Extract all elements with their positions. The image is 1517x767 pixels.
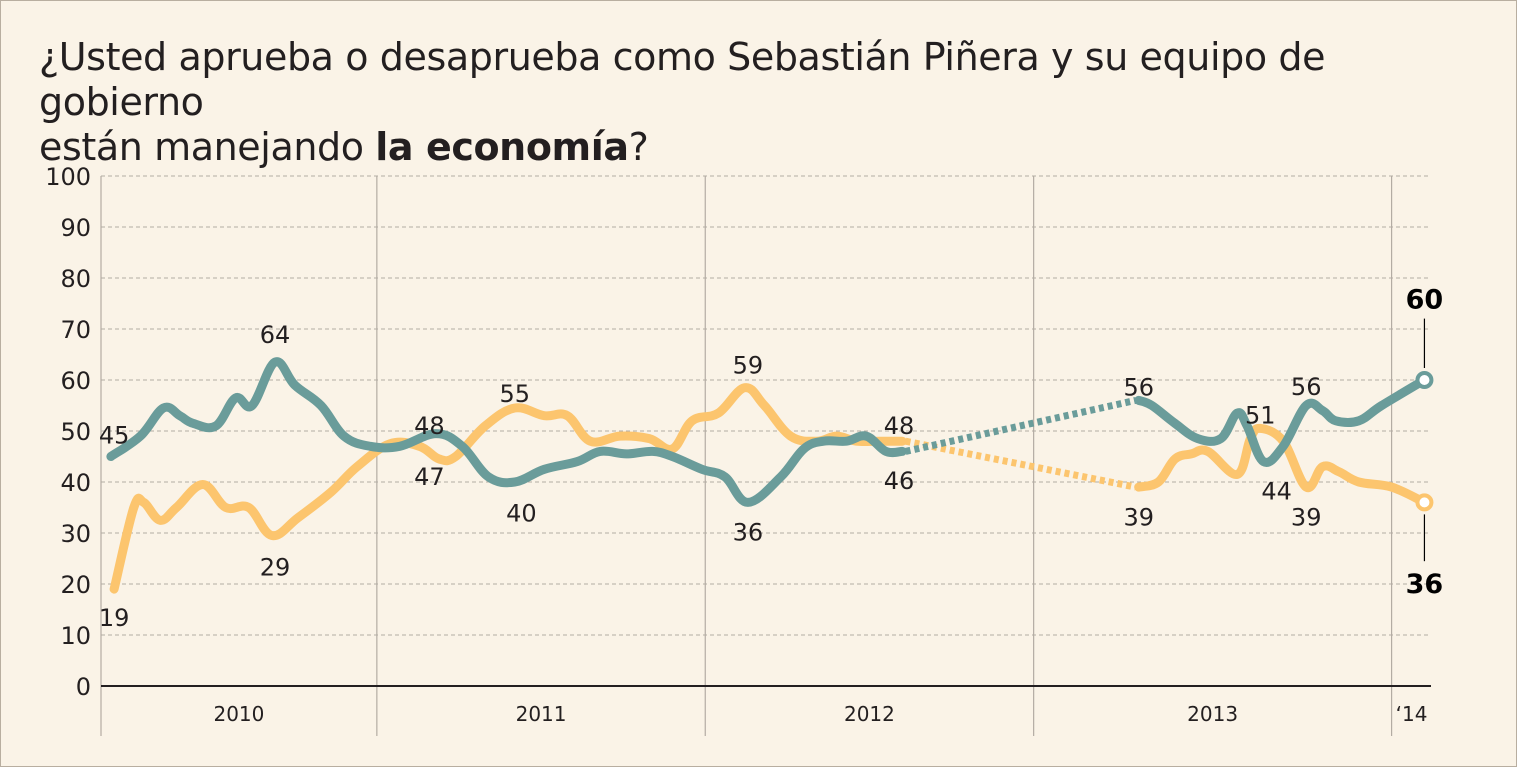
y-tick-label-50: 50 [60, 418, 91, 446]
y-tick-label-30: 30 [60, 520, 91, 548]
data-label-12: 39 [1291, 504, 1322, 532]
y-tick-label-100: 100 [45, 163, 91, 191]
data-label-9: 51 [1245, 402, 1276, 430]
data-label-5: 48 [884, 412, 915, 440]
series-aprueba-line-2 [1134, 375, 1429, 467]
series-aprueba-dashed-connector [904, 396, 1137, 455]
series-layer [106, 357, 1429, 594]
axis-layer: 0 10 20 30 40 50 60 70 80 90 100 2010 2011 2012 2013 ‘1… [45, 163, 1431, 726]
data-label-6: 46 [884, 467, 915, 495]
data-label-14: 29 [260, 554, 291, 582]
data-label-1: 64 [260, 321, 291, 349]
year-label-2010: 2010 [213, 702, 264, 726]
data-label-15: 55 [500, 380, 531, 408]
series-aprueba-line-1 [106, 357, 907, 507]
series-desaprueba-dashed-connector [904, 437, 1137, 491]
end-label-desaprueba: 36 [1406, 569, 1444, 600]
y-tick-label-60: 60 [60, 367, 91, 395]
title-line-1: ¿Usted aprueba o desaprueba como Sebasti… [39, 35, 1326, 124]
end-marker-aprueba [1415, 371, 1434, 389]
year-label-2011: 2011 [516, 702, 567, 726]
series-desaprueba-line-2 [1134, 423, 1429, 507]
y-tick-label-40: 40 [60, 469, 91, 497]
grid-layer [100, 175, 1431, 736]
year-label-2013: 2013 [1187, 702, 1238, 726]
y-tick-label-90: 90 [60, 214, 91, 242]
data-label-0: 45 [99, 422, 130, 450]
data-label-17: 59 [733, 352, 764, 380]
data-label-16: 47 [414, 463, 445, 491]
data-label-layer: 60 36 45 64 48 40 36 48 46 56 39 51 44 56 39 19 29 55 47 59 [99, 285, 1443, 633]
title-line-2: están manejando la economía? [39, 125, 1459, 170]
data-label-3: 40 [506, 500, 537, 528]
y-tick-label-10: 10 [60, 622, 91, 650]
y-tick-label-80: 80 [60, 265, 91, 293]
data-label-2: 48 [414, 412, 445, 440]
y-tick-label-20: 20 [60, 571, 91, 599]
title-emphasis: la economía [375, 125, 629, 169]
chart-title: ¿Usted aprueba o desaprueba como Sebasti… [39, 35, 1459, 170]
title-line-2-start: están manejando [39, 125, 376, 169]
y-tick-label-0: 0 [76, 673, 91, 701]
end-marker-desaprueba [1415, 493, 1434, 512]
data-label-4: 36 [733, 518, 764, 546]
data-label-10: 44 [1261, 478, 1292, 506]
y-tick-label-70: 70 [60, 316, 91, 344]
end-label-aprueba: 60 [1406, 285, 1444, 316]
year-label-2012: 2012 [844, 702, 895, 726]
data-label-7: 56 [1123, 374, 1154, 402]
data-label-8: 39 [1123, 504, 1154, 532]
title-question-mark: ? [628, 125, 649, 169]
series-desaprueba-line-1 [109, 383, 907, 594]
data-label-13: 19 [99, 604, 130, 632]
year-label-‘14: ‘14 [1396, 702, 1428, 726]
data-label-11: 56 [1291, 373, 1322, 401]
